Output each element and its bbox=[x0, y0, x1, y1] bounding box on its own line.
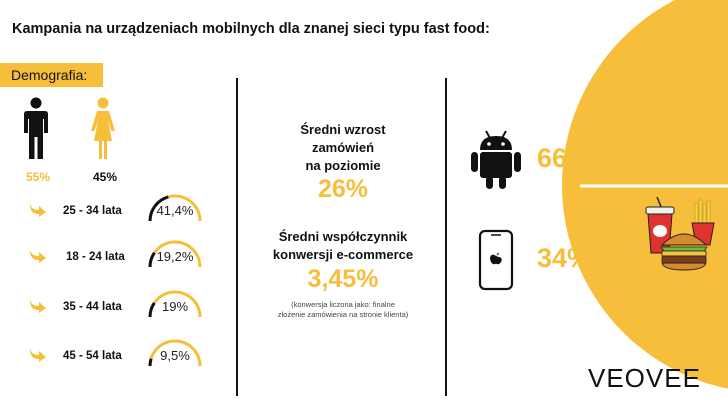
fast-food-illustration-icon bbox=[645, 196, 715, 271]
veovee-logo: VEOVEE bbox=[588, 363, 701, 393]
divider-right bbox=[445, 78, 447, 396]
gauge-fill bbox=[148, 251, 156, 268]
android-percentage: 66% bbox=[537, 143, 592, 173]
age-gauge bbox=[148, 240, 202, 268]
age-gauge bbox=[148, 194, 202, 222]
age-label: 18 - 24 lata bbox=[66, 251, 125, 263]
ios-percentage: 34% bbox=[537, 243, 592, 273]
female-percentage: 45% bbox=[93, 170, 118, 184]
demographics-label: Demografia: bbox=[0, 63, 103, 87]
age-gauge-value: 19% bbox=[161, 299, 189, 314]
gauge-track bbox=[148, 339, 202, 367]
platform-pie-chart bbox=[562, 0, 728, 389]
gauge-fill bbox=[148, 302, 156, 318]
conversion-note: (konwersja liczona jako: finalne złożeni… bbox=[277, 300, 409, 319]
android-icon bbox=[471, 130, 521, 189]
male-figure-icon bbox=[24, 97, 48, 159]
male-percentage: 55% bbox=[26, 170, 51, 184]
conversion-value: 3,45% bbox=[307, 265, 379, 293]
curved-arrow-icon bbox=[29, 248, 46, 263]
curved-arrow-icon bbox=[29, 298, 46, 313]
orders-value: 26% bbox=[317, 175, 369, 203]
page-title: Kampania na urządzeniach mobilnych dla z… bbox=[12, 21, 490, 37]
age-gauge-value: 9,5% bbox=[160, 348, 190, 363]
gauge-fill bbox=[148, 358, 153, 367]
age-label: 25 - 34 lata bbox=[63, 205, 122, 217]
age-label: 35 - 44 lata bbox=[63, 301, 122, 313]
age-gauge bbox=[148, 339, 202, 367]
female-figure-icon bbox=[91, 97, 115, 159]
curved-arrow-icon bbox=[29, 202, 46, 217]
age-gauge bbox=[148, 290, 202, 318]
apple-phone-icon bbox=[478, 229, 514, 291]
gauge-fill bbox=[148, 195, 169, 222]
age-gauge-value: 41,4% bbox=[156, 203, 194, 218]
conversion-heading: Średni współczynnik konwersji e-commerce bbox=[272, 229, 414, 262]
divider-left bbox=[236, 78, 238, 396]
age-gauge-value: 19,2% bbox=[156, 249, 194, 264]
age-label: 45 - 54 lata bbox=[63, 350, 122, 362]
curved-arrow-icon bbox=[29, 347, 46, 362]
orders-heading: Średni wzrost zamówień na poziomie bbox=[300, 122, 386, 173]
